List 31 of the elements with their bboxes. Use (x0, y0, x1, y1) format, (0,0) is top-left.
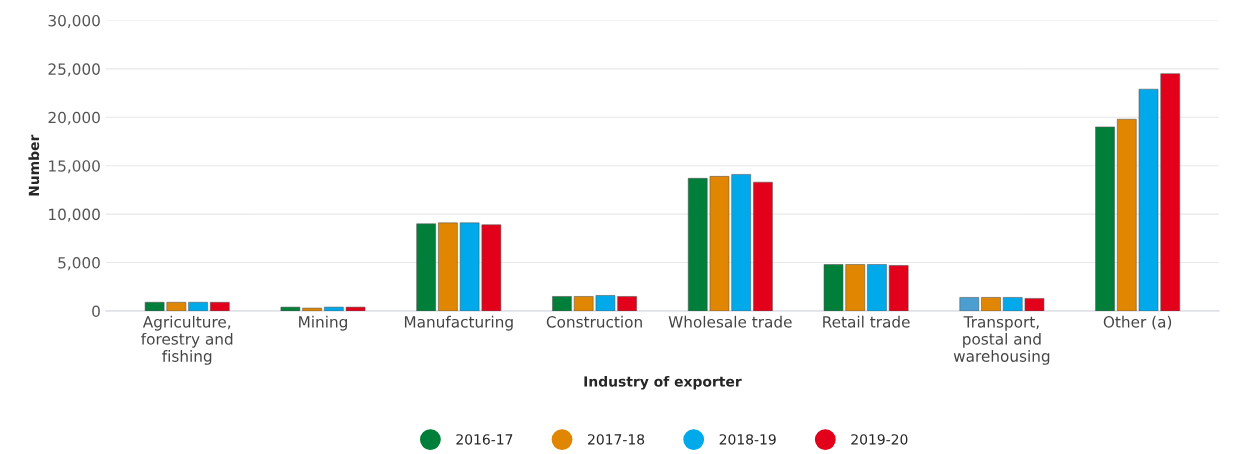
x-tick-label: Mining (299, 315, 347, 331)
bar (959, 297, 980, 311)
y-tick-label: 5,000 (58, 257, 100, 271)
x-tick-label: Transport, postal and warehousing (953, 316, 1050, 365)
legend-label: 2019-20 (851, 434, 908, 445)
x-tick-label: Other (a) (1103, 315, 1172, 330)
legend-label: 2016-17 (456, 434, 513, 445)
x-tick-label: Agriculture, forestry and fishing (141, 315, 233, 365)
x-tick-label: Retail trade (823, 315, 910, 328)
bar (552, 296, 572, 311)
legend-label: 2018-19 (719, 434, 776, 445)
bar (416, 223, 436, 311)
bar (188, 301, 208, 311)
x-axis-title: Industry of exporter (584, 375, 742, 390)
y-tick-label: 0 (92, 305, 100, 318)
bar (867, 264, 887, 311)
bar (1095, 126, 1115, 311)
bar (888, 265, 909, 311)
x-tick-label: Wholesale trade (668, 315, 792, 328)
bar (753, 181, 773, 311)
x-tick-label: Manufacturing (404, 315, 513, 331)
y-tick-label: 20,000 (48, 111, 100, 125)
x-tick-label: Construction (546, 315, 642, 328)
bar (981, 297, 1001, 311)
legend-label: 2017-18 (588, 434, 645, 445)
y-axis-title: Number (28, 134, 40, 196)
bar (210, 301, 230, 311)
y-tick-label: 10,000 (49, 208, 100, 222)
y-tick-label: 30,000 (48, 14, 100, 29)
y-tick-label: 15,000 (49, 160, 100, 174)
y-tick-label: 25,000 (48, 63, 100, 77)
